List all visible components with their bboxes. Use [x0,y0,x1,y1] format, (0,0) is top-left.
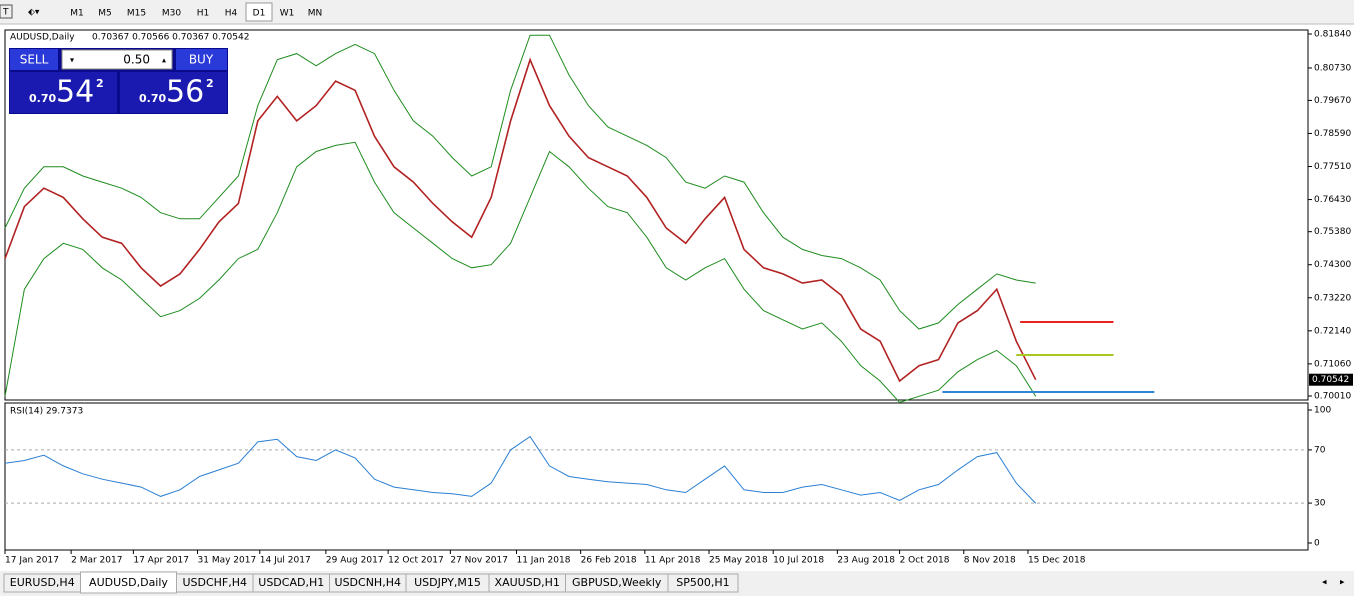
buy-big: 0.70 [139,92,166,105]
sell-button[interactable] [10,49,58,70]
chart-tab-label[interactable]: GBPUSD,Weekly [572,576,662,589]
x-tick-label: 31 May 2017 [198,556,257,566]
timeframe-button[interactable]: M1 [70,9,84,19]
chart-tab-label[interactable]: XAUUSD,H1 [495,576,560,589]
buy-button[interactable] [176,49,227,70]
x-tick-label: 14 Jul 2017 [260,556,311,566]
lot-up[interactable]: ▴ [162,56,166,65]
x-tick-label: 11 Apr 2018 [645,556,701,566]
rsi-title: RSI(14) 29.7373 [10,407,83,417]
y-tick-label: 70 [1314,445,1326,455]
chart-tab-label[interactable]: EURUSD,H4 [10,576,75,589]
buy-price[interactable] [120,72,227,113]
last-price-label: 0.70542 [1312,375,1349,385]
lot-down[interactable]: ▾ [70,56,74,65]
x-tick-label: 17 Apr 2017 [133,556,189,566]
tool-icon[interactable]: ⬖▾ [28,8,40,18]
y-tick-label: 0.78590 [1314,129,1351,139]
y-tick-label: 0.70010 [1314,391,1351,401]
chart-tab-label[interactable]: USDCHF,H4 [182,576,247,589]
tool-icon[interactable] [0,4,13,19]
y-tick-label: 0.71060 [1314,359,1351,369]
tab-scroll-right[interactable]: ▸ [1340,578,1345,588]
x-tick-label: 25 May 2018 [709,556,768,566]
chart-tab-label[interactable]: SP500,H1 [676,576,729,589]
timeframe-button[interactable]: H4 [225,9,238,19]
x-tick-label: 23 Aug 2018 [837,556,895,566]
sell-price[interactable] [10,72,117,113]
x-tick-label: 15 Dec 2018 [1028,556,1086,566]
sell-frac: 2 [96,77,104,90]
chart-area [0,26,1354,570]
price-line [4,141,1037,403]
x-tick-label: 12 Oct 2017 [388,556,444,566]
price-line [4,57,1037,383]
lot-input[interactable] [61,49,173,70]
x-tick-label: 29 Aug 2017 [326,556,384,566]
lot-value[interactable]: 0.50 [123,53,150,67]
toolbar [0,0,1354,24]
chart-title: AUDUSD,Daily [10,33,75,43]
buy-frac: 2 [206,77,214,90]
y-tick-label: 0.75380 [1314,227,1351,237]
timeframe-button[interactable]: MN [308,9,323,19]
timeframe-button[interactable]: M15 [127,9,146,19]
y-tick-label: 0.72140 [1314,326,1351,336]
x-tick-label: 10 Jul 2018 [773,556,824,566]
tool-icon-text: T [2,8,9,18]
chart-tab-label[interactable]: USDCNH,H4 [335,576,401,589]
y-tick-label: 30 [1314,499,1326,509]
last-price-tag [1309,373,1353,386]
y-tick-label: 100 [1314,406,1331,416]
timeframe-button[interactable]: H1 [197,9,210,19]
x-tick-label: 11 Jan 2018 [516,556,570,566]
timeframe-button[interactable]: M5 [98,9,112,19]
chart-tab-label[interactable]: AUDUSD,Daily [89,576,168,589]
price-line [4,34,1036,330]
timeframe-button[interactable]: W1 [280,9,295,19]
quote: 0.70367 0.70566 0.70367 0.70542 [92,33,249,43]
y-tick-label: 0 [1314,539,1320,549]
x-tick-label: 8 Nov 2018 [964,556,1016,566]
rsi-panel [4,402,1309,551]
timeframe-button[interactable]: D1 [253,9,266,19]
buy-label[interactable]: BUY [189,53,214,67]
tab-scroll-left[interactable]: ◂ [1322,578,1327,588]
trade-panel: SELL ▾ 0.50 ▴ BUY 0.70 54 2 0.70 56 2 [9,48,228,114]
x-tick-label: 26 Feb 2018 [581,556,637,566]
x-tick-label: 17 Jan 2017 [5,556,59,566]
chart-tab-label[interactable]: USDJPY,M15 [414,576,481,589]
sell-pips: 54 [56,75,94,110]
buy-pips: 56 [166,75,204,110]
x-tick-label: 2 Mar 2017 [71,556,122,566]
y-tick-label: 0.81840 [1314,30,1351,40]
y-tick-label: 0.76430 [1314,195,1351,205]
x-tick-label: 2 Oct 2018 [900,556,950,566]
price-panel [4,29,1309,401]
timeframe-button[interactable]: M30 [162,9,181,19]
sell-big: 0.70 [29,92,56,105]
chart-tab-label[interactable]: USDCAD,H1 [258,576,324,589]
sell-label[interactable]: SELL [20,53,49,67]
x-tick-label: 27 Nov 2017 [450,556,508,566]
timeframe-active [245,2,273,22]
y-tick-label: 0.77510 [1314,162,1351,172]
chart-tab[interactable] [667,573,739,593]
y-tick-label: 0.74300 [1314,260,1351,270]
y-tick-label: 0.79670 [1314,96,1351,106]
price-line [4,435,1037,504]
y-tick-label: 0.73220 [1314,293,1351,303]
y-tick-label: 0.80730 [1314,63,1351,73]
